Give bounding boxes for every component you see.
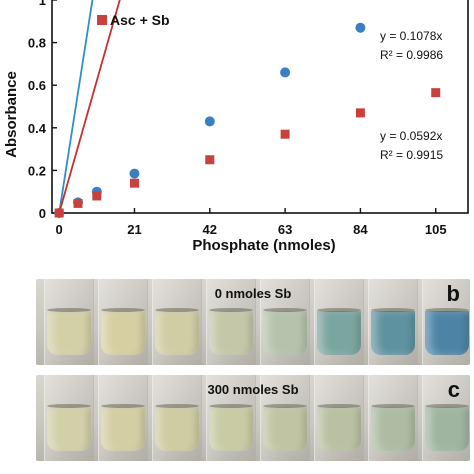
x-tick-label: 63	[278, 222, 292, 237]
test-tube	[206, 375, 256, 461]
test-tube	[98, 279, 148, 365]
equation-series-2: y = 0.0592x	[380, 129, 442, 143]
y-tick-label: 0.2	[28, 163, 46, 178]
data-point-series-2	[355, 108, 365, 118]
x-tick-label: 0	[56, 222, 63, 237]
data-point-series-1	[204, 116, 215, 127]
tube-meniscus	[47, 404, 91, 408]
chart-layer: 0 0.2 0.4 0.6 0.8 1 0 21 42 63 84 105 Phosphate (nmo…	[3, 0, 469, 254]
tube-meniscus	[209, 404, 253, 408]
tube-liquid	[371, 311, 415, 355]
y-tick-label: 1	[39, 0, 46, 8]
panel-c-letter: c	[447, 377, 460, 402]
tube-liquid	[425, 407, 469, 451]
test-tube	[260, 375, 310, 461]
tube-meniscus	[101, 308, 145, 312]
tube-meniscus	[371, 404, 415, 408]
y-axis-title: Absorbance	[3, 71, 20, 158]
test-tube	[368, 279, 418, 365]
x-axis-title: Phosphate (nmoles)	[192, 237, 335, 254]
tube-liquid	[317, 311, 361, 355]
tube-liquid	[101, 407, 145, 451]
x-tick-label: 42	[203, 222, 217, 237]
tube-meniscus	[371, 308, 415, 312]
tube-liquid	[317, 407, 361, 451]
data-point-series-2	[205, 155, 215, 165]
panel-b-caption: 0 nmoles Sb	[214, 286, 292, 301]
test-tube	[422, 375, 470, 461]
test-tube	[152, 375, 202, 461]
absorbance-chart: 0 0.2 0.4 0.6 0.8 1 0 21 42 63 84 105 Phosphate (nmo…	[3, 0, 469, 254]
data-point-series-2	[129, 178, 139, 188]
tube-meniscus	[263, 404, 307, 408]
x-tick-label: 21	[127, 222, 141, 237]
data-point-series-1	[129, 168, 140, 179]
tube-meniscus	[317, 308, 361, 312]
data-point-series-2	[73, 198, 83, 208]
y-tick-label: 0.8	[28, 36, 46, 51]
tube-liquid	[371, 407, 415, 451]
test-tube	[206, 279, 256, 365]
tube-meniscus	[47, 308, 91, 312]
data-point-series-2	[280, 129, 290, 139]
tube-liquid	[209, 311, 253, 355]
y-tick-label: 0.6	[28, 78, 46, 93]
x-tick-label: 105	[425, 222, 447, 237]
photo-panel-c: 300 nmoles Sb c	[36, 375, 470, 461]
tube-meniscus	[425, 308, 469, 312]
tube-meniscus	[209, 308, 253, 312]
tube-liquid	[47, 407, 91, 451]
data-point-series-1	[355, 22, 366, 33]
data-point-series-1	[280, 67, 291, 78]
test-tube	[260, 279, 310, 365]
tube-meniscus	[263, 308, 307, 312]
chart-svg: 0 0.2 0.4 0.6 0.8 1 0 21 42 63 84 105 Phosphate (nmo…	[3, 0, 469, 254]
tube-liquid	[209, 407, 253, 451]
test-tube	[314, 279, 364, 365]
photo-panel-b: 0 nmoles Sb b	[36, 279, 470, 365]
data-point-series-2	[54, 208, 64, 218]
r2-series-1: R² = 0.9986	[380, 48, 443, 62]
test-tube	[422, 279, 470, 365]
tube-meniscus	[155, 308, 199, 312]
tube-liquid	[263, 311, 307, 355]
legend-label-series-2: Asc + Sb	[110, 12, 170, 28]
equation-series-1: y = 0.1078x	[380, 29, 442, 43]
data-point-series-2	[431, 88, 441, 98]
test-tube	[314, 375, 364, 461]
test-tube	[368, 375, 418, 461]
tube-liquid	[425, 311, 469, 355]
tube-meniscus	[101, 404, 145, 408]
tube-liquid	[263, 407, 307, 451]
panel-c-caption: 300 nmoles Sb	[207, 382, 299, 397]
tube-meniscus	[317, 404, 361, 408]
test-tube	[44, 375, 94, 461]
tube-liquid	[155, 311, 199, 355]
tube-liquid	[155, 407, 199, 451]
panel-b-letter: b	[446, 281, 460, 306]
data-point-series-2	[92, 191, 102, 201]
y-tick-label: 0.4	[28, 121, 47, 136]
y-tick-label: 0	[39, 206, 46, 221]
r2-series-2: R² = 0.9915	[380, 148, 443, 162]
x-tick-label: 84	[353, 222, 368, 237]
plot-frame	[51, 0, 469, 214]
test-tube	[44, 279, 94, 365]
tube-meniscus	[425, 404, 469, 408]
tube-liquid	[101, 311, 145, 355]
test-tube	[98, 375, 148, 461]
tube-meniscus	[155, 404, 199, 408]
test-tube	[152, 279, 202, 365]
tube-liquid	[47, 311, 91, 355]
legend-marker-series-2	[97, 15, 107, 25]
